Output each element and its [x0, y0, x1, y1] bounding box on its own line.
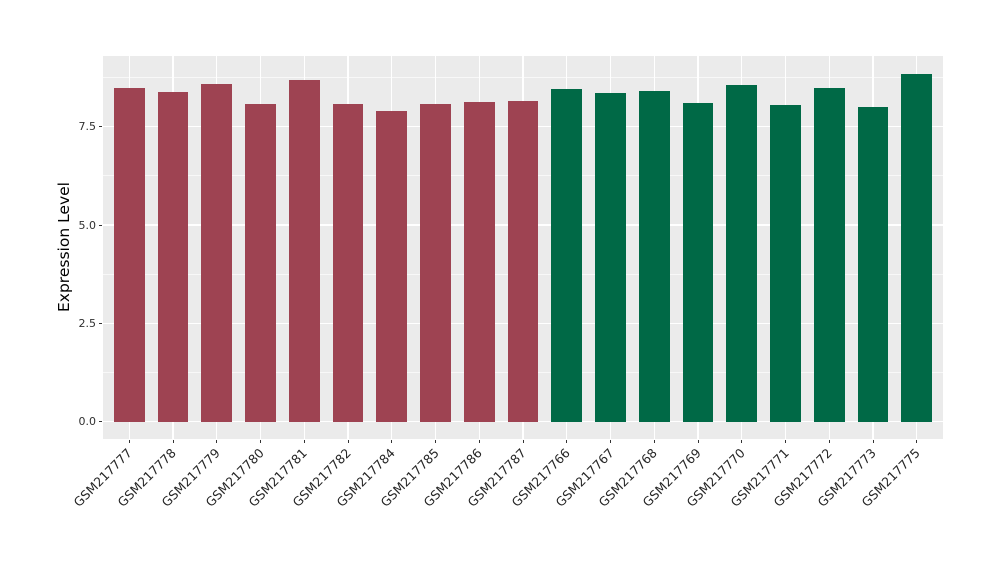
x-tick-mark [435, 440, 436, 443]
bar-GSM217777 [113, 88, 145, 422]
x-tick-mark [478, 440, 480, 443]
bar-GSM217780 [245, 103, 276, 422]
bar-GSM217786 [463, 101, 495, 422]
x-tick-mark [128, 440, 130, 443]
x-tick-mark [391, 440, 393, 443]
x-tick-mark [347, 440, 349, 443]
x-tick-mark [785, 440, 786, 443]
x-tick-mark [872, 440, 874, 443]
x-tick-mark [741, 440, 743, 443]
y-tick-mark [99, 126, 102, 128]
x-tick-mark [610, 440, 611, 443]
y-tick-mark [99, 421, 102, 423]
x-tick-mark [172, 440, 174, 443]
x-tick-mark [566, 440, 568, 443]
bar-GSM217770 [726, 85, 758, 422]
bar-GSM217768 [638, 90, 670, 422]
x-tick-mark [916, 440, 918, 443]
bar-GSM217775 [901, 73, 933, 422]
bar-GSM217771 [770, 104, 801, 422]
bar-GSM217766 [551, 89, 583, 422]
x-tick-mark [653, 440, 655, 443]
bar-GSM217769 [682, 102, 714, 422]
bar-GSM217772 [813, 88, 845, 422]
bar-GSM217784 [376, 110, 408, 422]
y-tick-label: 2.5 [78, 316, 97, 330]
bar-GSM217787 [507, 100, 539, 422]
x-tick-mark [303, 440, 305, 443]
y-tick-label: 0.0 [78, 415, 97, 429]
bar-GSM217782 [332, 103, 364, 422]
x-tick-mark [522, 440, 524, 443]
plot-panel [103, 56, 943, 439]
x-tick-mark [216, 440, 218, 443]
y-tick-label: 7.5 [78, 120, 97, 134]
x-tick-mark [828, 440, 830, 443]
x-tick-mark [260, 440, 261, 443]
y-tick-mark [99, 224, 102, 226]
y-tick-label: 5.0 [78, 218, 97, 232]
y-axis-title: Expression Level [55, 182, 73, 312]
bar-GSM217779 [201, 83, 233, 422]
bar-GSM217781 [288, 79, 320, 422]
bar-GSM217785 [420, 103, 451, 422]
y-tick-mark [99, 322, 102, 324]
bar-GSM217767 [595, 93, 626, 422]
bar-GSM217778 [157, 92, 189, 422]
x-tick-mark [697, 440, 699, 443]
bar-GSM217773 [857, 107, 889, 422]
